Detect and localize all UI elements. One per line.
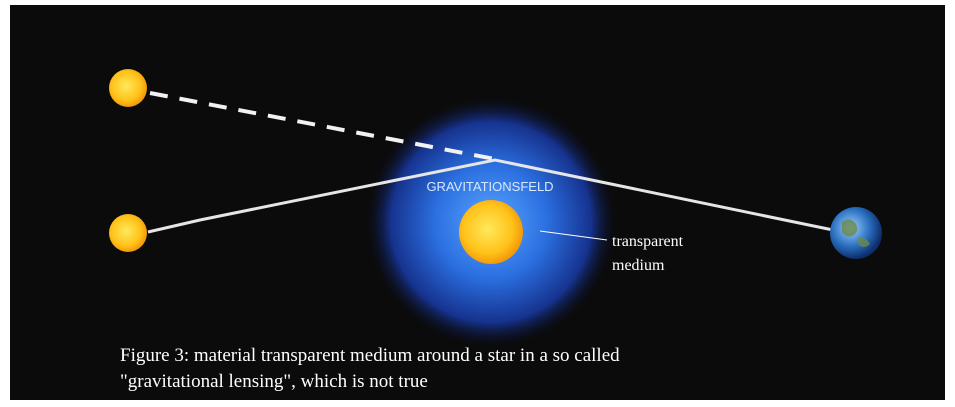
caption: "gravitational lensing", which is not tr… xyxy=(120,371,428,392)
caption: Figure 3: material transparent medium ar… xyxy=(120,345,620,366)
lensing-star xyxy=(459,200,523,264)
field-label: GRAVITATIONSFELD xyxy=(426,179,553,194)
annotation-text: transparent xyxy=(612,233,684,250)
annotation-text: medium xyxy=(612,257,665,274)
earth xyxy=(830,207,882,259)
apparent-star xyxy=(109,69,147,107)
source-star xyxy=(109,214,147,252)
diagram: GRAVITATIONSFELD transparent medium Figu… xyxy=(0,0,955,407)
